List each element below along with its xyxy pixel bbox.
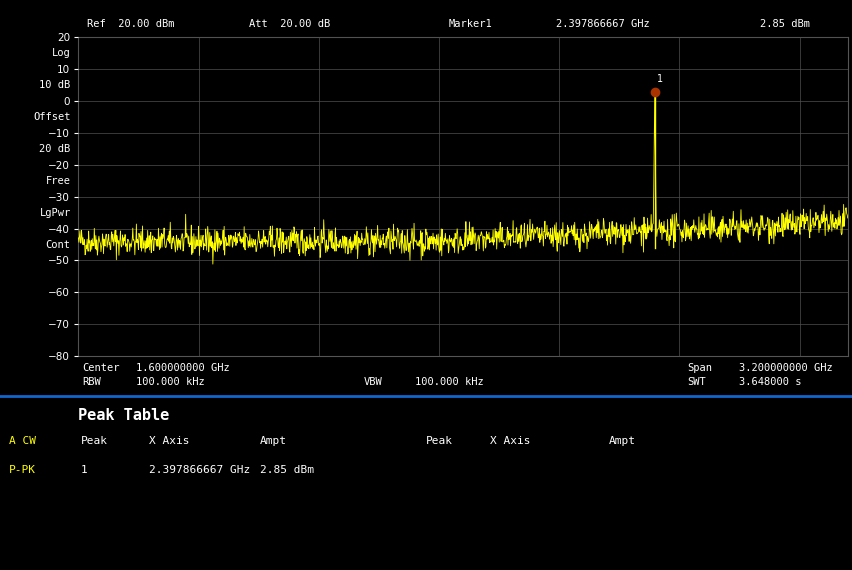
- Text: Center: Center: [83, 363, 120, 373]
- Text: Att  20.00 dB: Att 20.00 dB: [249, 19, 330, 29]
- Text: P-PK: P-PK: [9, 465, 36, 475]
- Text: Ampt: Ampt: [609, 436, 636, 446]
- Text: Cont: Cont: [46, 239, 71, 250]
- Text: Peak: Peak: [426, 436, 453, 446]
- Text: Marker1: Marker1: [449, 19, 492, 29]
- Text: 3.648000 s: 3.648000 s: [739, 377, 801, 387]
- Text: RBW: RBW: [83, 377, 101, 387]
- Text: Peak: Peak: [81, 436, 108, 446]
- Text: X Axis: X Axis: [490, 436, 531, 446]
- Text: Free: Free: [46, 176, 71, 186]
- Text: Ampt: Ampt: [260, 436, 287, 446]
- Text: Log: Log: [52, 48, 71, 58]
- Text: 100.000 kHz: 100.000 kHz: [136, 377, 205, 387]
- Text: 20 dB: 20 dB: [39, 144, 71, 154]
- Text: A CW: A CW: [9, 436, 36, 446]
- Text: 2.85 dBm: 2.85 dBm: [260, 465, 314, 475]
- Text: X Axis: X Axis: [149, 436, 190, 446]
- Text: Span: Span: [688, 363, 712, 373]
- Text: Offset: Offset: [33, 112, 71, 122]
- Text: 3.200000000 GHz: 3.200000000 GHz: [739, 363, 832, 373]
- Text: 2.85 dBm: 2.85 dBm: [760, 19, 810, 29]
- Text: SWT: SWT: [688, 377, 706, 387]
- Text: Ref  20.00 dBm: Ref 20.00 dBm: [87, 19, 175, 29]
- Text: LgPwr: LgPwr: [39, 207, 71, 218]
- Text: 1: 1: [81, 465, 88, 475]
- Text: 1.600000000 GHz: 1.600000000 GHz: [136, 363, 230, 373]
- Text: 100.000 kHz: 100.000 kHz: [415, 377, 484, 387]
- Text: 10 dB: 10 dB: [39, 80, 71, 90]
- Text: 2.397866667 GHz: 2.397866667 GHz: [149, 465, 250, 475]
- Text: Peak Table: Peak Table: [78, 408, 170, 422]
- Text: 2.397866667 GHz: 2.397866667 GHz: [556, 19, 649, 29]
- Text: VBW: VBW: [364, 377, 383, 387]
- Text: 1: 1: [657, 74, 663, 84]
